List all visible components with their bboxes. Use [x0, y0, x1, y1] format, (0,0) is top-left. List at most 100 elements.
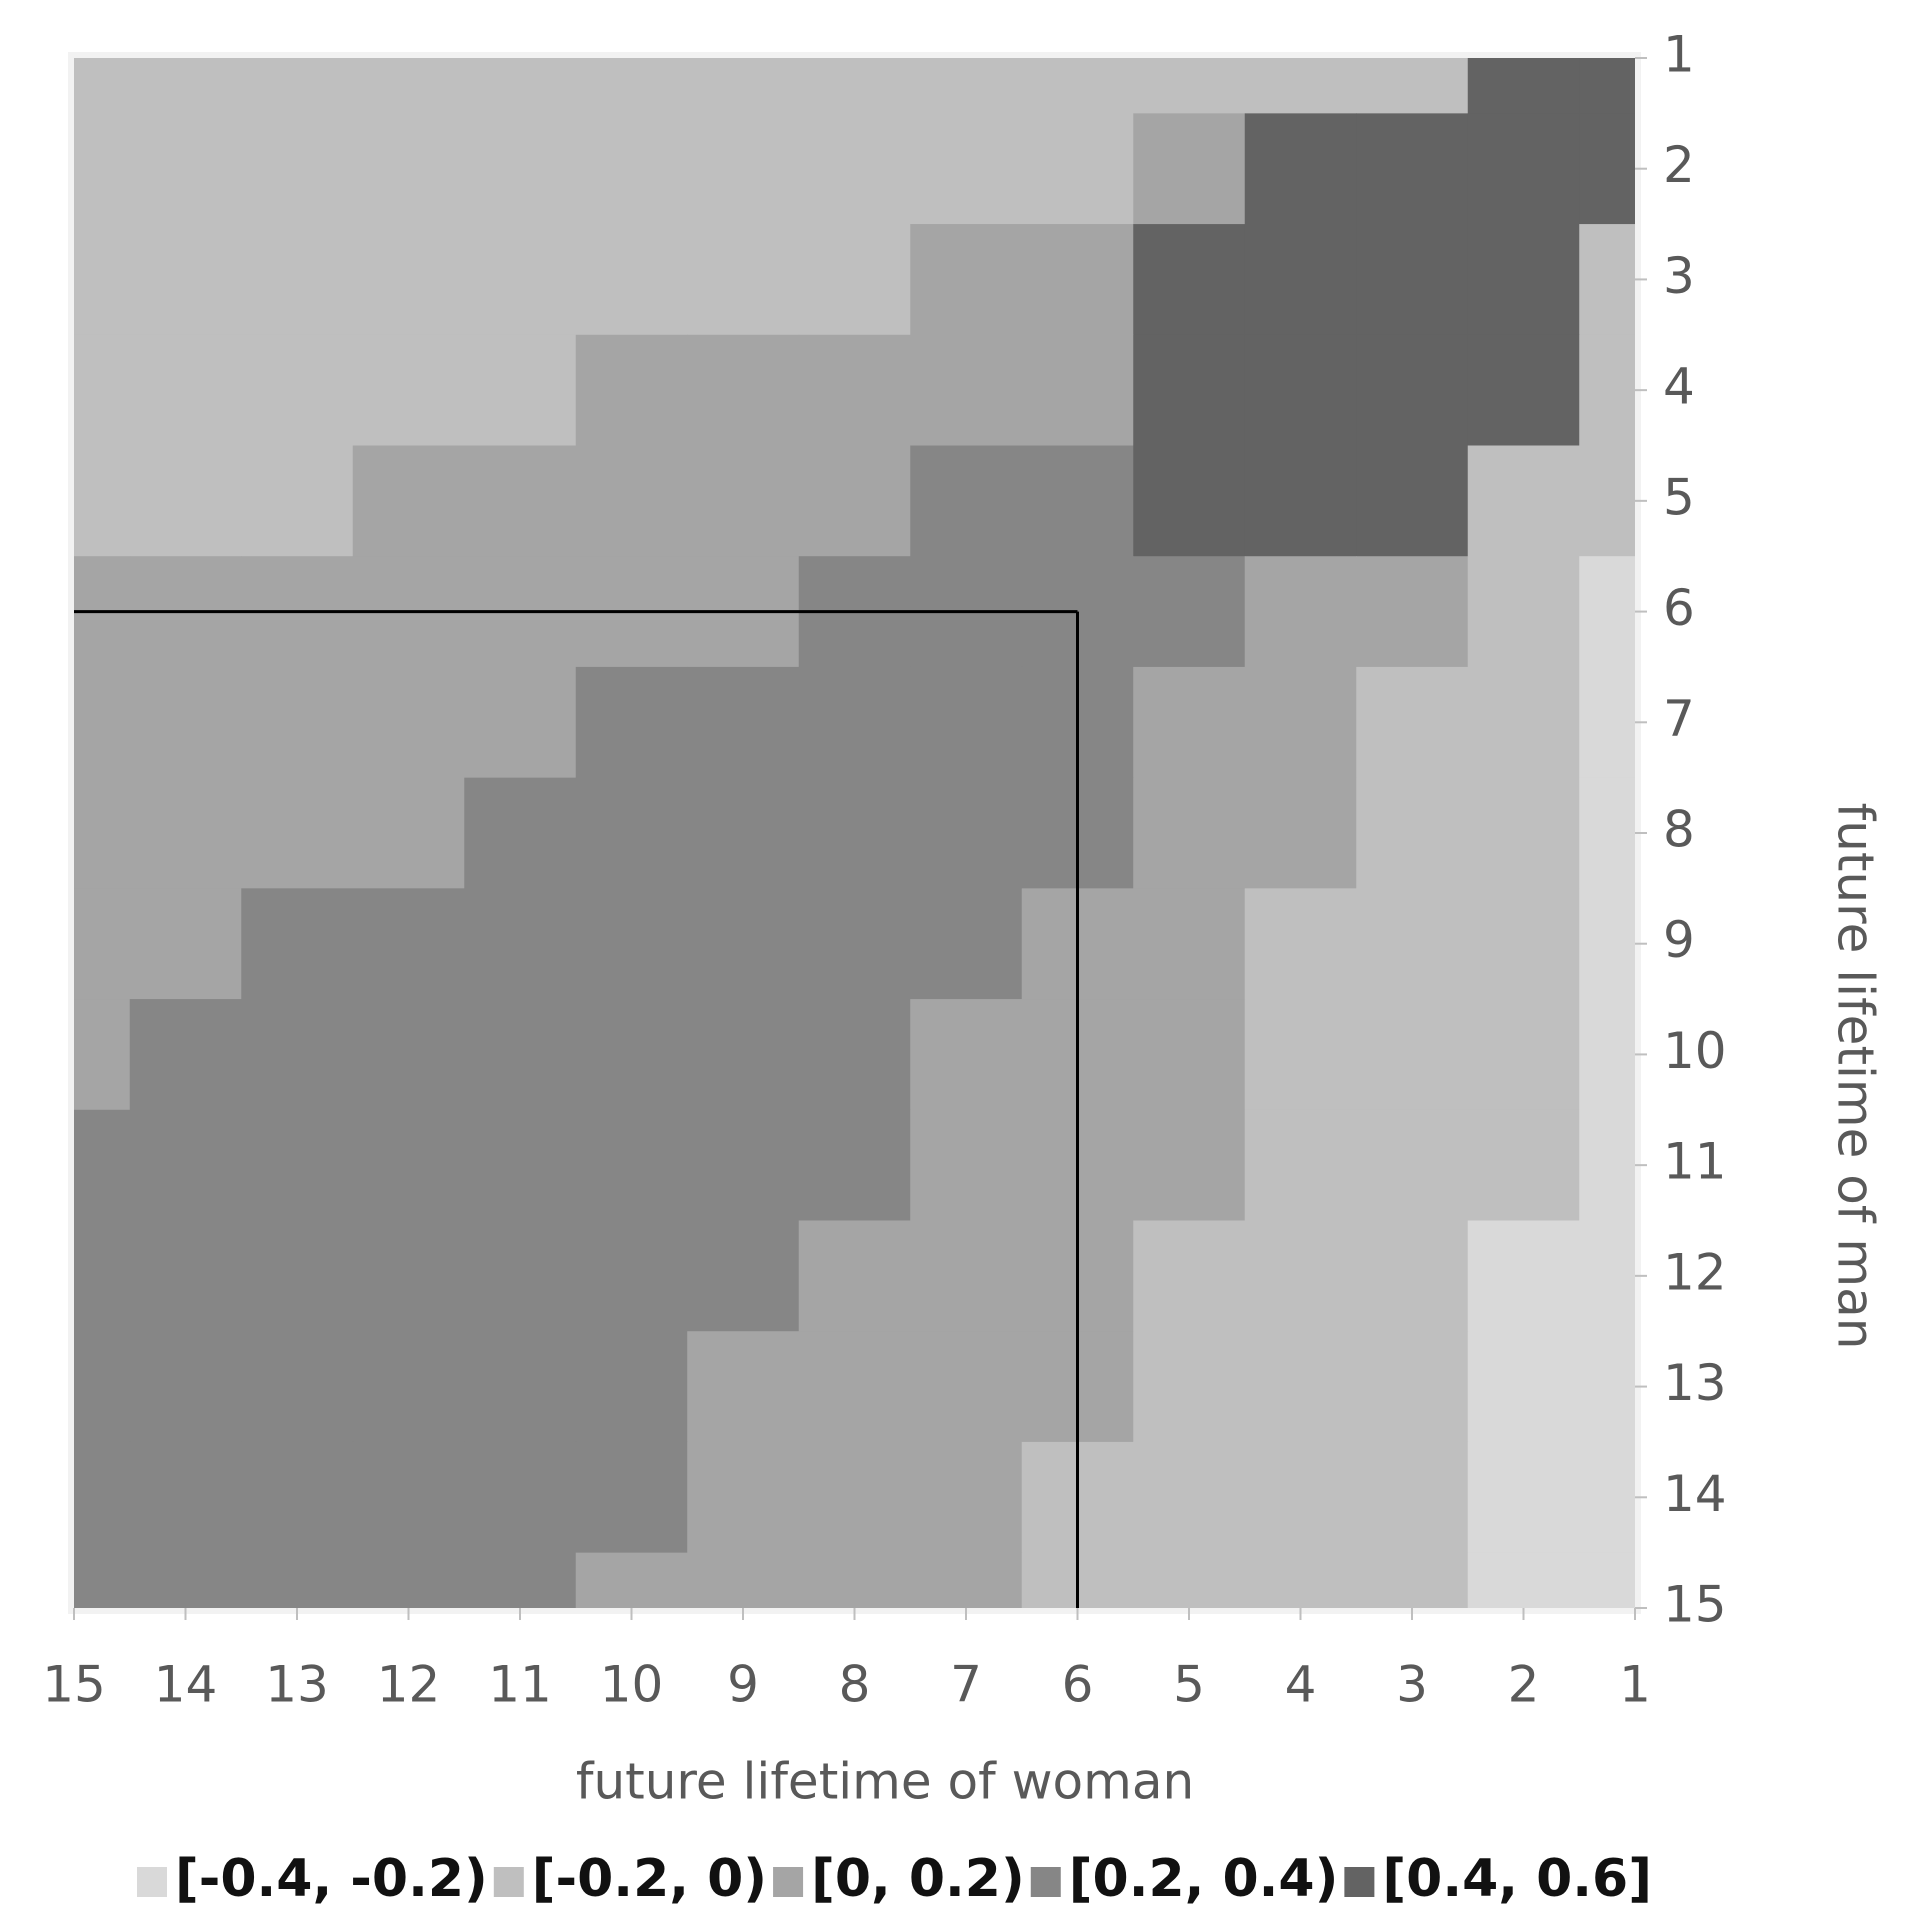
contour-cell [464, 334, 577, 447]
x-tick-label: 12 [377, 1656, 441, 1714]
contour-cell [74, 888, 131, 1000]
x-tick-label: 2 [1508, 1656, 1540, 1714]
x-tick-label: 6 [1062, 1656, 1094, 1714]
contour-cell [241, 334, 354, 447]
x-tick-label: 1 [1619, 1656, 1651, 1714]
contour-cell [575, 999, 688, 1111]
contour-cell [798, 445, 911, 557]
y-tick-label: 6 [1663, 579, 1695, 637]
contour-cell [241, 224, 354, 336]
contour-cell [129, 777, 242, 889]
contour-cell [1133, 888, 1246, 1000]
contour-cell [1467, 334, 1580, 447]
contour-cell [464, 58, 577, 114]
y-tick-label: 3 [1663, 247, 1695, 305]
contour-cell [241, 58, 354, 114]
contour-cell [1244, 224, 1357, 336]
contour-cell [1356, 445, 1469, 557]
contour-cell [798, 113, 911, 225]
contour-cell [687, 666, 800, 779]
contour-cell [1244, 445, 1357, 557]
contour-cell [464, 999, 577, 1111]
contour-cell [687, 777, 800, 889]
contour-cells [74, 58, 1635, 1608]
contour-cell [910, 58, 1023, 114]
contour-cell [241, 666, 354, 779]
contour-cell [464, 1331, 577, 1443]
contour-cell [1133, 1220, 1246, 1332]
contour-cell [352, 445, 465, 557]
y-axis-title: future lifetime of man [1827, 803, 1885, 1350]
contour-cell [910, 1109, 1023, 1222]
contour-cell [687, 999, 800, 1111]
contour-cell [464, 777, 577, 889]
contour-cell [1133, 999, 1246, 1111]
contour-cell [798, 1331, 911, 1443]
contour-cell [1467, 224, 1580, 336]
contour-cell [1244, 334, 1357, 447]
contour-cell [798, 666, 911, 779]
x-tick-label: 10 [600, 1656, 664, 1714]
contour-cell [798, 1441, 911, 1554]
x-tick-label: 9 [727, 1656, 759, 1714]
contour-cell [1133, 777, 1246, 889]
contour-cell [1244, 1220, 1357, 1332]
contour-cell [1356, 334, 1469, 447]
contour-cell [1579, 224, 1635, 336]
contour-cell [1021, 58, 1134, 114]
contour-cell [1356, 777, 1469, 889]
contour-cell [575, 888, 688, 1000]
contour-cell [1467, 556, 1580, 668]
contour-cell [74, 334, 131, 447]
contour-cell [687, 888, 800, 1000]
x-tick-label: 14 [154, 1656, 218, 1714]
legend-label: [0.4, 0.6] [1382, 1849, 1652, 1909]
contour-cell [74, 113, 131, 225]
contour-cell [1579, 58, 1635, 114]
contour-cell [910, 1331, 1023, 1443]
contour-cell [464, 445, 577, 557]
contour-cell [1133, 1552, 1246, 1608]
contour-cell [1356, 58, 1469, 114]
y-tick-label: 15 [1663, 1576, 1727, 1634]
contour-cell [74, 999, 131, 1111]
y-tick-label: 8 [1663, 801, 1695, 859]
contour-cell [687, 1441, 800, 1554]
contour-cell [1133, 1109, 1246, 1222]
contour-cell [1133, 58, 1246, 114]
contour-cell [1579, 113, 1635, 225]
contour-cell [464, 1552, 577, 1608]
contour-cell [352, 1331, 465, 1443]
contour-cell [687, 334, 800, 447]
contour-cell [352, 224, 465, 336]
contour-cell [1133, 334, 1246, 447]
contour-cell [241, 1331, 354, 1443]
contour-cell [575, 445, 688, 557]
contour-cell [1244, 999, 1357, 1111]
contour-cell [1467, 113, 1580, 225]
contour-cell [1579, 1109, 1635, 1222]
contour-cell [129, 666, 242, 779]
contour-cell [910, 113, 1023, 225]
contour-cell [1356, 888, 1469, 1000]
contour-cell [1579, 888, 1635, 1000]
contour-cell [798, 1109, 911, 1222]
legend-label: [0, 0.2) [811, 1849, 1025, 1909]
contour-cell [1579, 334, 1635, 447]
legend-swatch [773, 1867, 804, 1897]
contour-cell [352, 113, 465, 225]
contour-cell [1356, 113, 1469, 225]
contour-cell [1579, 1331, 1635, 1443]
contour-cell [1356, 1331, 1469, 1443]
contour-cell [74, 1441, 131, 1554]
contour-cell [687, 224, 800, 336]
contour-cell [798, 999, 911, 1111]
contour-cell [1356, 556, 1469, 668]
x-tick-label: 5 [1173, 1656, 1205, 1714]
contour-cell [129, 888, 242, 1000]
contour-cell [1244, 777, 1357, 889]
contour-cell [1133, 556, 1246, 668]
contour-cell [129, 1552, 242, 1608]
